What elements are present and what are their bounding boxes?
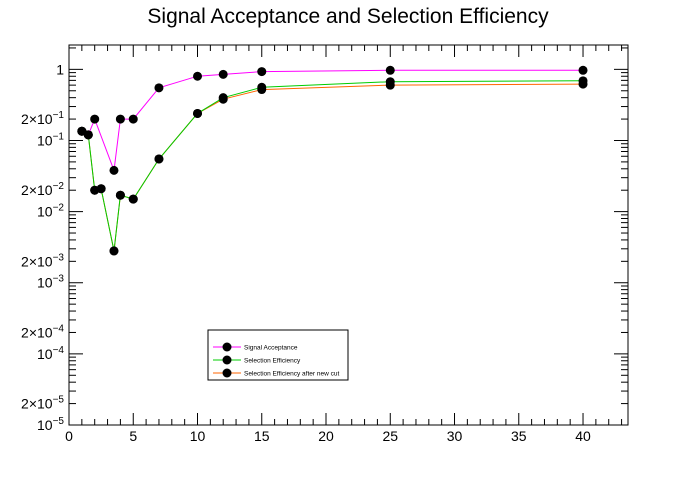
plot-border	[68, 44, 629, 426]
legend-label: Selection Efficiency	[244, 358, 301, 365]
y-tick-label: 10−1	[37, 131, 64, 148]
legend-label: Signal Acceptance	[244, 345, 298, 352]
y-tick-label: 2×10−1	[21, 110, 64, 127]
x-tick-label: 40	[575, 428, 591, 444]
legend-marker	[222, 355, 232, 365]
y-tick-label: 2×10−3	[21, 252, 64, 269]
data-point	[154, 154, 164, 164]
x-tick-label: 30	[447, 428, 463, 444]
x-tick-label: 0	[65, 428, 73, 444]
data-point	[128, 194, 138, 204]
series-1	[77, 76, 588, 256]
y-tick-label: 2×10−5	[21, 395, 64, 412]
data-point	[385, 77, 395, 87]
x-axis: 0 5 10 15 20 25 30 35 40	[65, 45, 623, 444]
data-point	[385, 65, 395, 75]
data-point	[578, 76, 588, 86]
y-tick-label: 10−2	[37, 203, 64, 220]
y-tick-label: 2×10−4	[21, 323, 64, 340]
y-axis: 10−5 2×10−5 10−4 2×10−4 10−3 2×10−3 10−2 2×10−2…	[21, 47, 628, 433]
series-group	[77, 65, 588, 256]
data-point	[90, 114, 100, 124]
x-tick-label: 35	[511, 428, 527, 444]
x-tick-label: 20	[318, 428, 334, 444]
legend: Signal Acceptance Selection Efficiency Sel…	[207, 329, 349, 381]
data-point	[193, 108, 203, 118]
x-tick-label: 10	[190, 428, 206, 444]
series-line	[81, 80, 584, 252]
data-point	[218, 69, 228, 79]
data-point	[193, 71, 203, 81]
data-point	[96, 184, 106, 194]
data-point	[257, 82, 267, 92]
data-point	[83, 130, 93, 140]
data-point	[109, 246, 119, 256]
series-0	[77, 65, 588, 175]
data-point	[109, 165, 119, 175]
x-tick-label: 5	[129, 428, 137, 444]
y-tick-label: 10−4	[37, 345, 64, 362]
data-point	[257, 67, 267, 77]
plot-frame	[68, 44, 629, 426]
y-tick-label: 2×10−2	[21, 181, 64, 198]
legend-label: Selection Efficiency after new cut	[244, 371, 339, 378]
data-point	[115, 190, 125, 200]
x-tick-label: 25	[382, 428, 398, 444]
legend-marker	[222, 368, 232, 378]
y-tick-label: 10−3	[37, 274, 64, 291]
data-point	[578, 65, 588, 75]
x-tick-label: 15	[254, 428, 270, 444]
data-point	[218, 93, 228, 103]
y-tick-label: 10−5	[37, 416, 64, 433]
legend-marker	[222, 342, 232, 352]
chart-title: Signal Acceptance and Selection Efficien…	[147, 5, 549, 28]
data-point	[154, 83, 164, 93]
data-point	[115, 114, 125, 124]
y-tick-label: 1	[56, 61, 64, 77]
data-point	[128, 114, 138, 124]
legend-box	[207, 329, 349, 381]
series-line	[81, 83, 584, 252]
